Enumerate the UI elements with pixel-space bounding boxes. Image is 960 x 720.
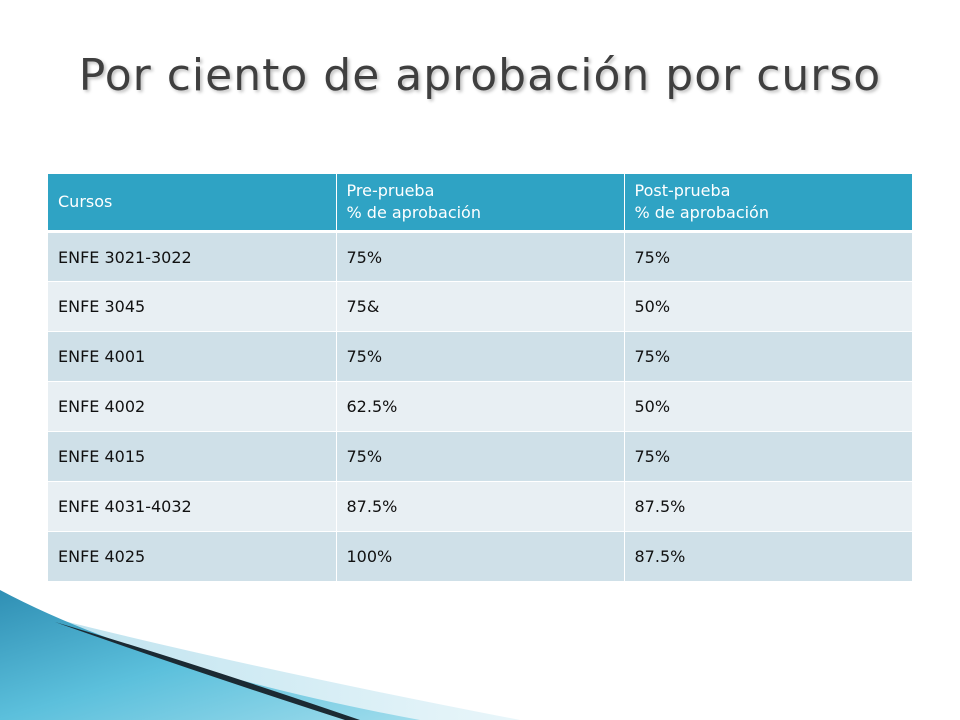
cell-post: 75% — [624, 231, 913, 282]
table-row: ENFE 3045 75& 50% — [48, 281, 913, 332]
header-subline: % de aprobación — [346, 203, 481, 222]
table-row: ENFE 4025 100% 87.5% — [48, 531, 913, 582]
header-line: Cursos — [58, 192, 113, 211]
cell-post: 87.5% — [624, 481, 913, 532]
table-row: ENFE 4031-4032 87.5% 87.5% — [48, 481, 913, 532]
cell-pre: 75% — [336, 431, 625, 482]
dark-swoosh-shape — [55, 622, 360, 720]
cell-post: 75% — [624, 331, 913, 382]
cell-pre: 100% — [336, 531, 625, 582]
header-cursos: Cursos — [48, 174, 337, 233]
cell-post: 50% — [624, 381, 913, 432]
cell-course: ENFE 4015 — [48, 431, 337, 482]
cell-course: ENFE 4031-4032 — [48, 481, 337, 532]
cell-post: 75% — [624, 431, 913, 482]
table-row: ENFE 4001 75% 75% — [48, 331, 913, 382]
cell-pre: 62.5% — [336, 381, 625, 432]
blue-swoosh-shape — [0, 590, 420, 720]
header-line: Pre-prueba — [346, 181, 435, 200]
slide-title: Por ciento de aprobación por curso — [78, 50, 882, 101]
cell-post: 87.5% — [624, 531, 913, 582]
cell-pre: 75% — [336, 331, 625, 382]
cell-pre: 87.5% — [336, 481, 625, 532]
table-row: ENFE 4002 62.5% 50% — [48, 381, 913, 432]
cell-pre: 75% — [336, 231, 625, 282]
table-header-row: Cursos Pre-prueba % de aprobación Post-p… — [48, 174, 913, 233]
header-subline: % de aprobación — [634, 203, 769, 222]
table-row: ENFE 3021-3022 75% 75% — [48, 231, 913, 282]
cell-course: ENFE 4001 — [48, 331, 337, 382]
header-line: Post-prueba — [634, 181, 731, 200]
approval-table: Cursos Pre-prueba % de aprobación Post-p… — [48, 174, 913, 582]
cell-post: 50% — [624, 281, 913, 332]
table-row: ENFE 4015 75% 75% — [48, 431, 913, 482]
cell-course: ENFE 4002 — [48, 381, 337, 432]
header-post-prueba: Post-prueba % de aprobación — [624, 174, 913, 233]
cell-course: ENFE 4025 — [48, 531, 337, 582]
corner-swoosh-decoration — [0, 590, 520, 720]
cell-course: ENFE 3045 — [48, 281, 337, 332]
header-pre-prueba: Pre-prueba % de aprobación — [336, 174, 625, 233]
cell-course: ENFE 3021-3022 — [48, 231, 337, 282]
cell-pre: 75& — [336, 281, 625, 332]
